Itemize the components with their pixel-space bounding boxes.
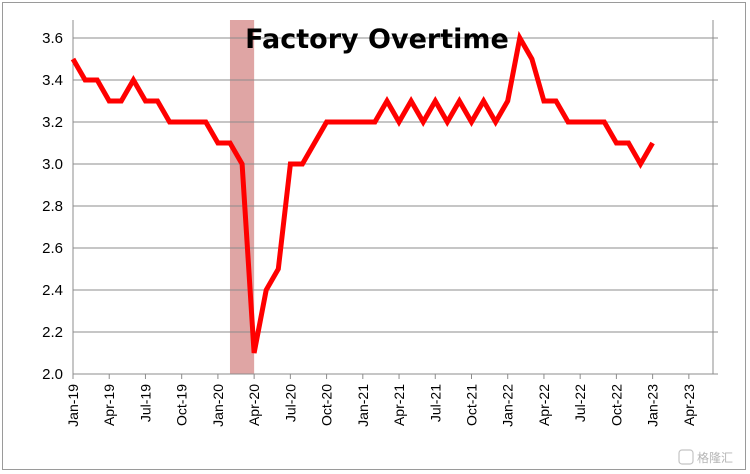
- axes: [72, 20, 718, 379]
- chart-title: Factory Overtime: [245, 24, 509, 55]
- y-tick-label: 2.4: [42, 282, 63, 299]
- y-tick-label: 3.6: [42, 30, 63, 47]
- gridlines: [73, 37, 713, 375]
- x-tick-label: Jul-22: [572, 384, 588, 422]
- x-tick-label: Jan-22: [500, 384, 516, 427]
- x-tick-label: Jul-19: [137, 384, 153, 422]
- x-axis-tick-labels: Jan-19 Apr-19 Jul-19 Oct-19 Jan-20 Apr-20 Jul-…: [65, 384, 697, 427]
- x-tick-label: Oct-19: [174, 384, 190, 426]
- y-tick-label: 3.4: [42, 72, 63, 89]
- y-tick-label: 3.0: [42, 156, 63, 173]
- x-tick-label: Jan-20: [210, 384, 226, 427]
- x-tick-label: Jul-20: [282, 384, 298, 422]
- series-layer: [70, 30, 655, 354]
- y-tick-label: 3.2: [42, 114, 63, 131]
- x-tick-label: Jul-21: [427, 384, 443, 422]
- x-tick-label: Apr-22: [536, 384, 552, 426]
- x-tick-label: Oct-20: [319, 384, 335, 426]
- x-tick-label: Apr-23: [681, 384, 697, 426]
- series-line: [70, 30, 655, 354]
- line-chart: 2.0 2.2 2.4 2.6 2.8 3.0 3.2 3.4 3.6 Jan-19 Apr-19…: [42, 20, 733, 465]
- y-tick-label: 2.2: [42, 324, 63, 341]
- y-tick-label: 2.8: [42, 198, 63, 215]
- x-tick-label: Oct-21: [463, 384, 479, 426]
- y-axis-tick-labels: 2.0 2.2 2.4 2.6 2.8 3.0 3.2 3.4 3.6: [42, 30, 63, 383]
- chart-frame: 2.0 2.2 2.4 2.6 2.8 3.0 3.2 3.4 3.6 Jan-19 Apr-19…: [2, 2, 746, 470]
- watermark-text: 格隆汇: [697, 450, 733, 465]
- x-tick-label: Apr-21: [391, 384, 407, 426]
- x-tick-label: Jan-21: [355, 384, 371, 427]
- watermark: 格隆汇: [678, 449, 733, 465]
- x-tick-label: Oct-22: [608, 384, 624, 426]
- x-tick-label: Apr-20: [246, 384, 262, 426]
- y-tick-label: 2.0: [42, 366, 63, 383]
- watermark-logo-icon: [678, 449, 694, 465]
- y-tick-label: 2.6: [42, 240, 63, 257]
- x-tick-label: Jan-23: [645, 384, 661, 427]
- x-tick-label: Apr-19: [101, 384, 117, 426]
- x-tick-label: Jan-19: [65, 384, 81, 427]
